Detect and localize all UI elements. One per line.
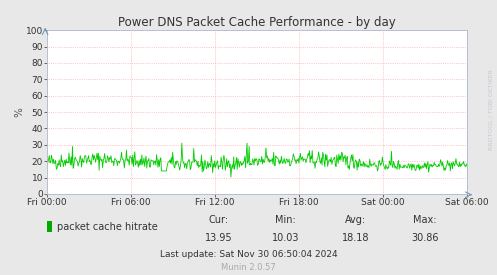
Text: packet cache hitrate: packet cache hitrate: [57, 222, 158, 232]
Text: 13.95: 13.95: [205, 233, 233, 243]
Text: Cur:: Cur:: [209, 215, 229, 225]
Text: RRDTOOL / TOBI OETIKER: RRDTOOL / TOBI OETIKER: [489, 70, 494, 150]
Text: 10.03: 10.03: [272, 233, 300, 243]
Text: Avg:: Avg:: [345, 215, 366, 225]
Text: Munin 2.0.57: Munin 2.0.57: [221, 263, 276, 272]
Title: Power DNS Packet Cache Performance - by day: Power DNS Packet Cache Performance - by …: [118, 16, 396, 29]
Text: Min:: Min:: [275, 215, 296, 225]
Text: 30.86: 30.86: [411, 233, 439, 243]
Text: Max:: Max:: [413, 215, 437, 225]
Y-axis label: %: %: [14, 107, 24, 117]
Text: 18.18: 18.18: [341, 233, 369, 243]
Text: Last update: Sat Nov 30 06:50:04 2024: Last update: Sat Nov 30 06:50:04 2024: [160, 250, 337, 259]
